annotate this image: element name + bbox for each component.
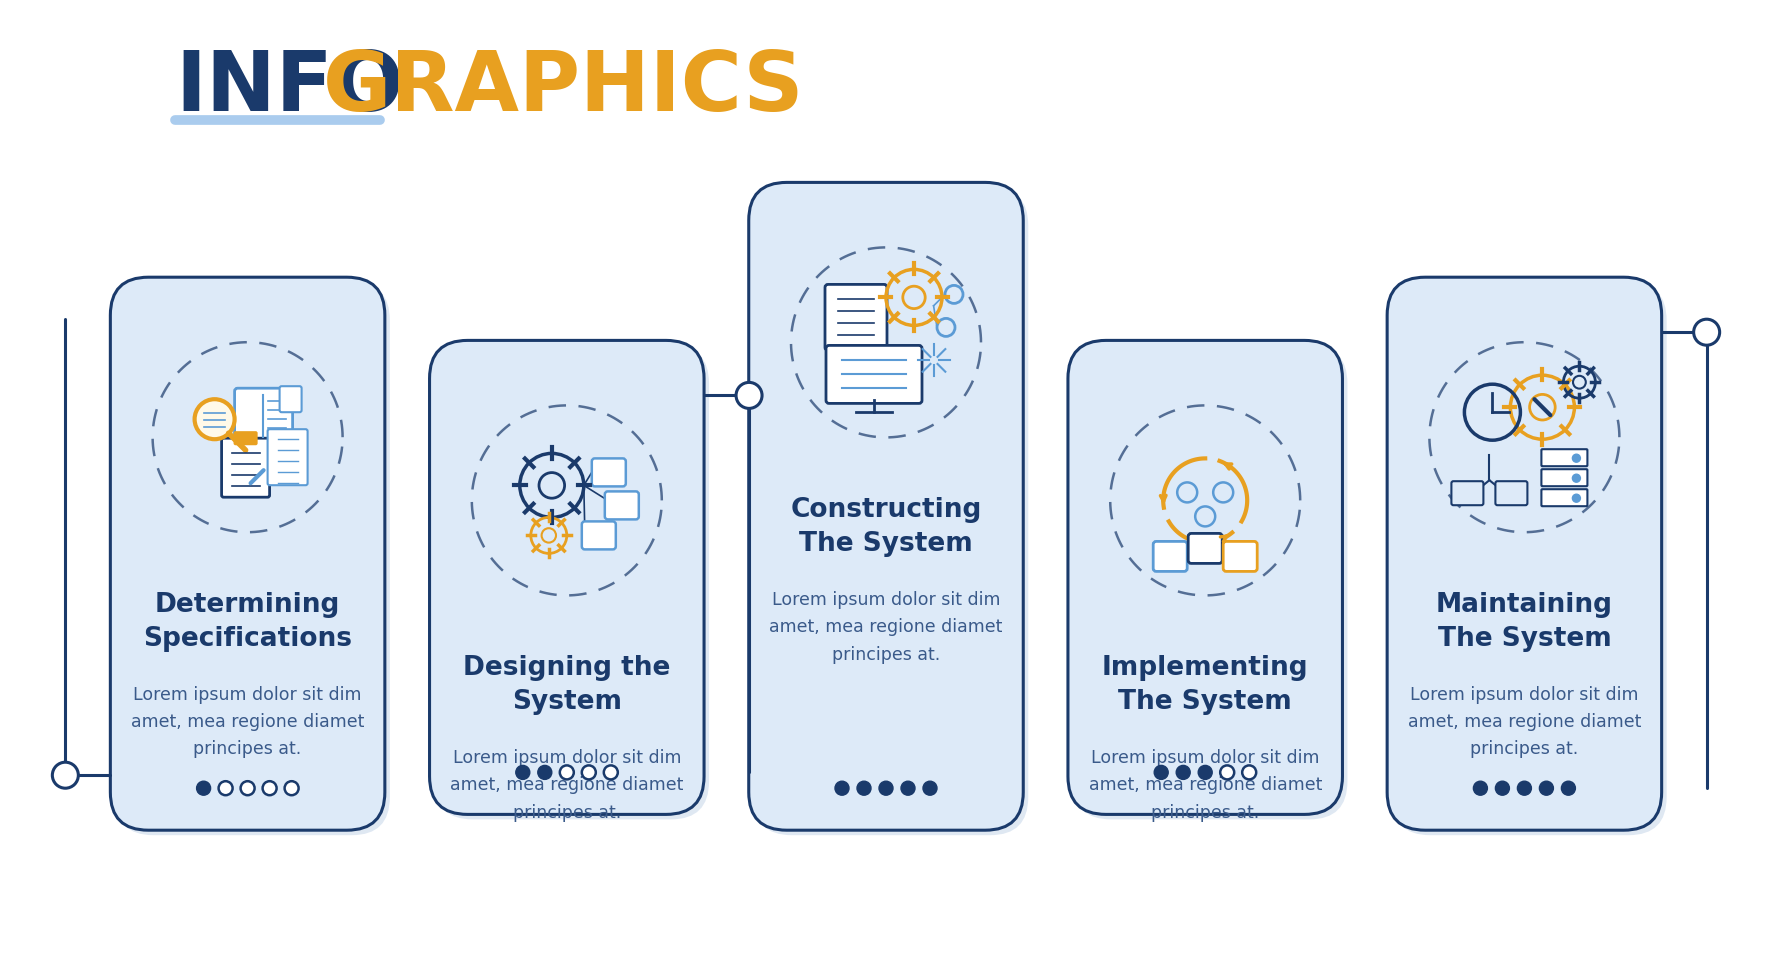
Circle shape [195, 399, 234, 439]
FancyBboxPatch shape [1451, 481, 1483, 506]
FancyBboxPatch shape [1072, 345, 1347, 819]
Circle shape [241, 781, 255, 795]
FancyBboxPatch shape [115, 282, 390, 835]
FancyBboxPatch shape [434, 345, 709, 819]
FancyBboxPatch shape [280, 386, 301, 413]
Circle shape [1496, 781, 1510, 795]
Circle shape [1561, 781, 1575, 795]
FancyBboxPatch shape [1542, 489, 1588, 507]
FancyBboxPatch shape [753, 187, 1028, 835]
Circle shape [1694, 319, 1719, 345]
FancyBboxPatch shape [268, 429, 308, 485]
Text: Designing the
System: Designing the System [462, 656, 670, 715]
Circle shape [923, 781, 937, 795]
FancyBboxPatch shape [1154, 541, 1187, 571]
Text: Implementing
The System: Implementing The System [1102, 656, 1308, 715]
Circle shape [53, 762, 78, 788]
FancyBboxPatch shape [222, 438, 269, 497]
Circle shape [604, 765, 618, 779]
Text: Lorem ipsum dolor sit dim
amet, mea regione diamet
principes at.: Lorem ipsum dolor sit dim amet, mea regi… [769, 591, 1003, 663]
Circle shape [858, 781, 872, 795]
FancyBboxPatch shape [826, 345, 921, 404]
FancyBboxPatch shape [592, 459, 626, 486]
FancyBboxPatch shape [1542, 469, 1588, 486]
FancyBboxPatch shape [1542, 449, 1588, 466]
Circle shape [560, 765, 574, 779]
FancyBboxPatch shape [826, 284, 888, 351]
FancyBboxPatch shape [1189, 533, 1223, 563]
Circle shape [1572, 494, 1581, 502]
FancyBboxPatch shape [581, 521, 617, 550]
FancyBboxPatch shape [1393, 282, 1667, 835]
Text: Lorem ipsum dolor sit dim
amet, mea regione diamet
principes at.: Lorem ipsum dolor sit dim amet, mea regi… [450, 750, 684, 821]
Circle shape [1242, 765, 1256, 779]
Circle shape [1473, 781, 1487, 795]
FancyBboxPatch shape [750, 182, 1022, 830]
Circle shape [1540, 781, 1554, 795]
FancyBboxPatch shape [1496, 481, 1527, 506]
Circle shape [285, 781, 299, 795]
Text: Lorem ipsum dolor sit dim
amet, mea regione diamet
principes at.: Lorem ipsum dolor sit dim amet, mea regi… [1088, 750, 1322, 821]
Circle shape [735, 382, 762, 409]
Text: Maintaining
The System: Maintaining The System [1435, 592, 1613, 653]
Circle shape [1572, 474, 1581, 482]
FancyBboxPatch shape [234, 388, 292, 446]
FancyBboxPatch shape [1387, 277, 1662, 830]
Circle shape [262, 781, 276, 795]
FancyBboxPatch shape [1223, 541, 1256, 571]
Circle shape [1221, 765, 1235, 779]
Circle shape [197, 781, 211, 795]
Circle shape [1517, 781, 1531, 795]
Circle shape [879, 781, 893, 795]
Circle shape [537, 765, 551, 779]
Circle shape [581, 765, 595, 779]
FancyBboxPatch shape [110, 277, 385, 830]
Text: Lorem ipsum dolor sit dim
amet, mea regione diamet
principes at.: Lorem ipsum dolor sit dim amet, mea regi… [131, 686, 365, 759]
Circle shape [900, 781, 914, 795]
FancyBboxPatch shape [234, 432, 257, 444]
Circle shape [516, 765, 530, 779]
Text: INFO: INFO [175, 47, 404, 128]
Text: GRAPHICS: GRAPHICS [323, 47, 804, 128]
Text: Lorem ipsum dolor sit dim
amet, mea regione diamet
principes at.: Lorem ipsum dolor sit dim amet, mea regi… [1407, 686, 1641, 759]
Circle shape [835, 781, 849, 795]
FancyBboxPatch shape [429, 340, 703, 814]
FancyBboxPatch shape [1069, 340, 1343, 814]
Circle shape [1154, 765, 1168, 779]
Circle shape [1177, 765, 1191, 779]
Text: Determining
Specifications: Determining Specifications [144, 592, 353, 653]
Text: Constructing
The System: Constructing The System [790, 498, 982, 558]
Circle shape [1198, 765, 1212, 779]
FancyBboxPatch shape [604, 491, 638, 519]
Circle shape [1572, 454, 1581, 463]
Circle shape [218, 781, 232, 795]
